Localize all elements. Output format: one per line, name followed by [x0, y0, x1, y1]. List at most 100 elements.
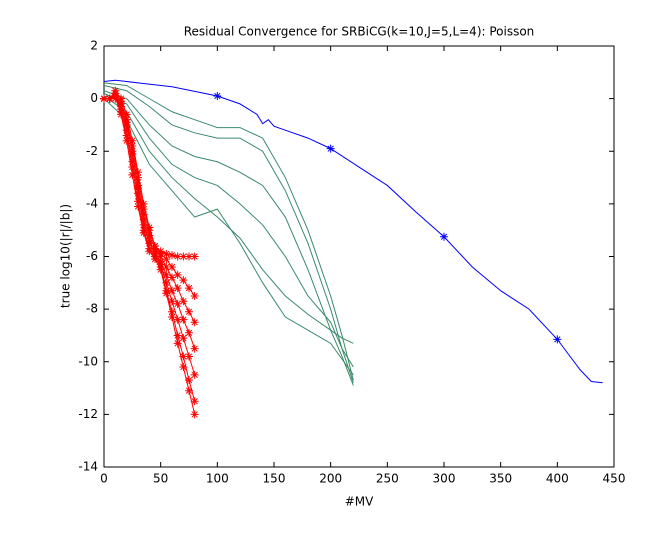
- star-marker: [173, 270, 182, 279]
- y-tick-label: -4: [86, 196, 98, 210]
- star-marker: [134, 197, 142, 206]
- star-marker: [173, 339, 182, 348]
- star-marker: [139, 215, 148, 224]
- star-marker: [139, 199, 148, 208]
- y-tick-label: -10: [78, 354, 98, 368]
- series-line: [103, 82, 354, 381]
- y-axis-label: true log10(|r|/|b|): [59, 204, 73, 308]
- x-tick-label: 200: [319, 472, 342, 486]
- series-line: [103, 79, 603, 384]
- y-tick-label: 2: [90, 39, 98, 53]
- series-line: [103, 84, 354, 383]
- star-marker: [173, 284, 182, 293]
- star-marker: [168, 307, 176, 316]
- star-marker: [128, 157, 137, 166]
- star-marker: [168, 297, 176, 306]
- star-marker: [179, 297, 188, 306]
- star-marker: [145, 239, 154, 248]
- y-tick-label: -8: [86, 302, 98, 316]
- star-marker: [122, 110, 131, 119]
- x-tick-label: 250: [376, 472, 399, 486]
- star-marker: [117, 110, 125, 119]
- star-marker: [185, 307, 193, 316]
- star-marker: [134, 168, 142, 177]
- star-marker: [128, 149, 137, 158]
- x-tick-label: 450: [603, 472, 626, 486]
- star-marker: [190, 252, 199, 261]
- star-marker: [168, 263, 176, 272]
- star-marker: [168, 313, 176, 322]
- y-tick-label: -6: [86, 249, 98, 263]
- star-marker: [117, 97, 125, 106]
- x-tick-label: 100: [206, 472, 229, 486]
- star-marker: [122, 136, 131, 145]
- x-tick-label: 150: [263, 472, 286, 486]
- star-marker: [145, 223, 154, 232]
- star-marker: [185, 352, 193, 361]
- star-marker: [145, 247, 154, 256]
- x-tick-label: 0: [100, 472, 108, 486]
- star-marker: [100, 94, 108, 103]
- star-marker: [173, 315, 182, 324]
- star-marker: [122, 126, 131, 135]
- star-marker: [162, 249, 171, 258]
- star-marker: [179, 315, 188, 324]
- star-marker: [139, 220, 148, 229]
- star-marker: [553, 335, 562, 344]
- star-marker: [190, 410, 199, 419]
- star-marker: [190, 291, 199, 300]
- star-marker: [156, 265, 165, 274]
- y-tick-label: -2: [86, 144, 98, 158]
- chart-title: Residual Convergence for SRBiCG(k=10,J=5…: [184, 25, 535, 39]
- series-line: [103, 98, 354, 376]
- star-marker: [168, 273, 176, 282]
- x-axis-label: #MV: [345, 495, 374, 509]
- x-tick-label: 300: [433, 472, 456, 486]
- star-marker: [162, 263, 171, 272]
- star-marker: [179, 334, 188, 343]
- star-marker: [122, 131, 131, 140]
- star-marker: [134, 173, 142, 182]
- star-marker: [213, 91, 222, 100]
- star-marker: [162, 255, 171, 264]
- x-tick-label: 50: [153, 472, 168, 486]
- star-marker: [168, 286, 176, 295]
- x-tick-label: 400: [546, 472, 569, 486]
- star-marker: [185, 376, 193, 385]
- star-marker: [185, 252, 193, 261]
- star-marker: [162, 270, 171, 279]
- star-marker: [128, 170, 137, 179]
- star-marker: [145, 231, 154, 240]
- y-tick-label: -14: [78, 460, 98, 474]
- star-marker: [326, 144, 335, 153]
- star-marker: [151, 255, 159, 264]
- star-marker: [179, 363, 188, 372]
- y-tick-label: 0: [90, 91, 98, 105]
- star-marker: [128, 136, 137, 145]
- star-marker: [139, 228, 148, 237]
- star-marker: [173, 331, 182, 340]
- star-marker: [122, 118, 131, 127]
- star-marker: [162, 289, 171, 298]
- star-marker: [190, 318, 199, 327]
- star-marker: [185, 328, 193, 337]
- star-marker: [190, 397, 199, 406]
- star-marker: [128, 141, 137, 150]
- x-tick-label: 350: [489, 472, 512, 486]
- star-marker: [173, 252, 182, 261]
- star-marker: [139, 210, 148, 219]
- star-marker: [179, 276, 188, 285]
- y-tick-label: -12: [78, 407, 98, 421]
- star-marker: [168, 251, 176, 260]
- star-marker: [185, 284, 193, 293]
- series-line: [103, 92, 354, 368]
- star-marker: [105, 94, 114, 103]
- star-marker: [185, 386, 193, 395]
- star-marker: [162, 278, 171, 287]
- star-marker: [139, 205, 148, 214]
- star-marker: [134, 189, 142, 198]
- star-marker: [134, 184, 142, 193]
